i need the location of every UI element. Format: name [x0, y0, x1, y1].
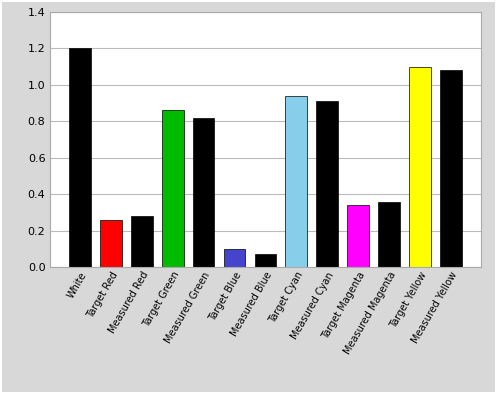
Bar [193, 118, 214, 267]
Bar [69, 48, 91, 267]
Bar [409, 66, 431, 267]
Bar [162, 110, 184, 267]
Bar [131, 216, 153, 267]
Bar [440, 70, 461, 267]
Bar [254, 255, 276, 267]
Bar [100, 220, 122, 267]
Bar [285, 96, 307, 267]
Bar [316, 101, 338, 267]
Bar [378, 202, 400, 267]
Bar [347, 205, 369, 267]
Bar [224, 249, 246, 267]
